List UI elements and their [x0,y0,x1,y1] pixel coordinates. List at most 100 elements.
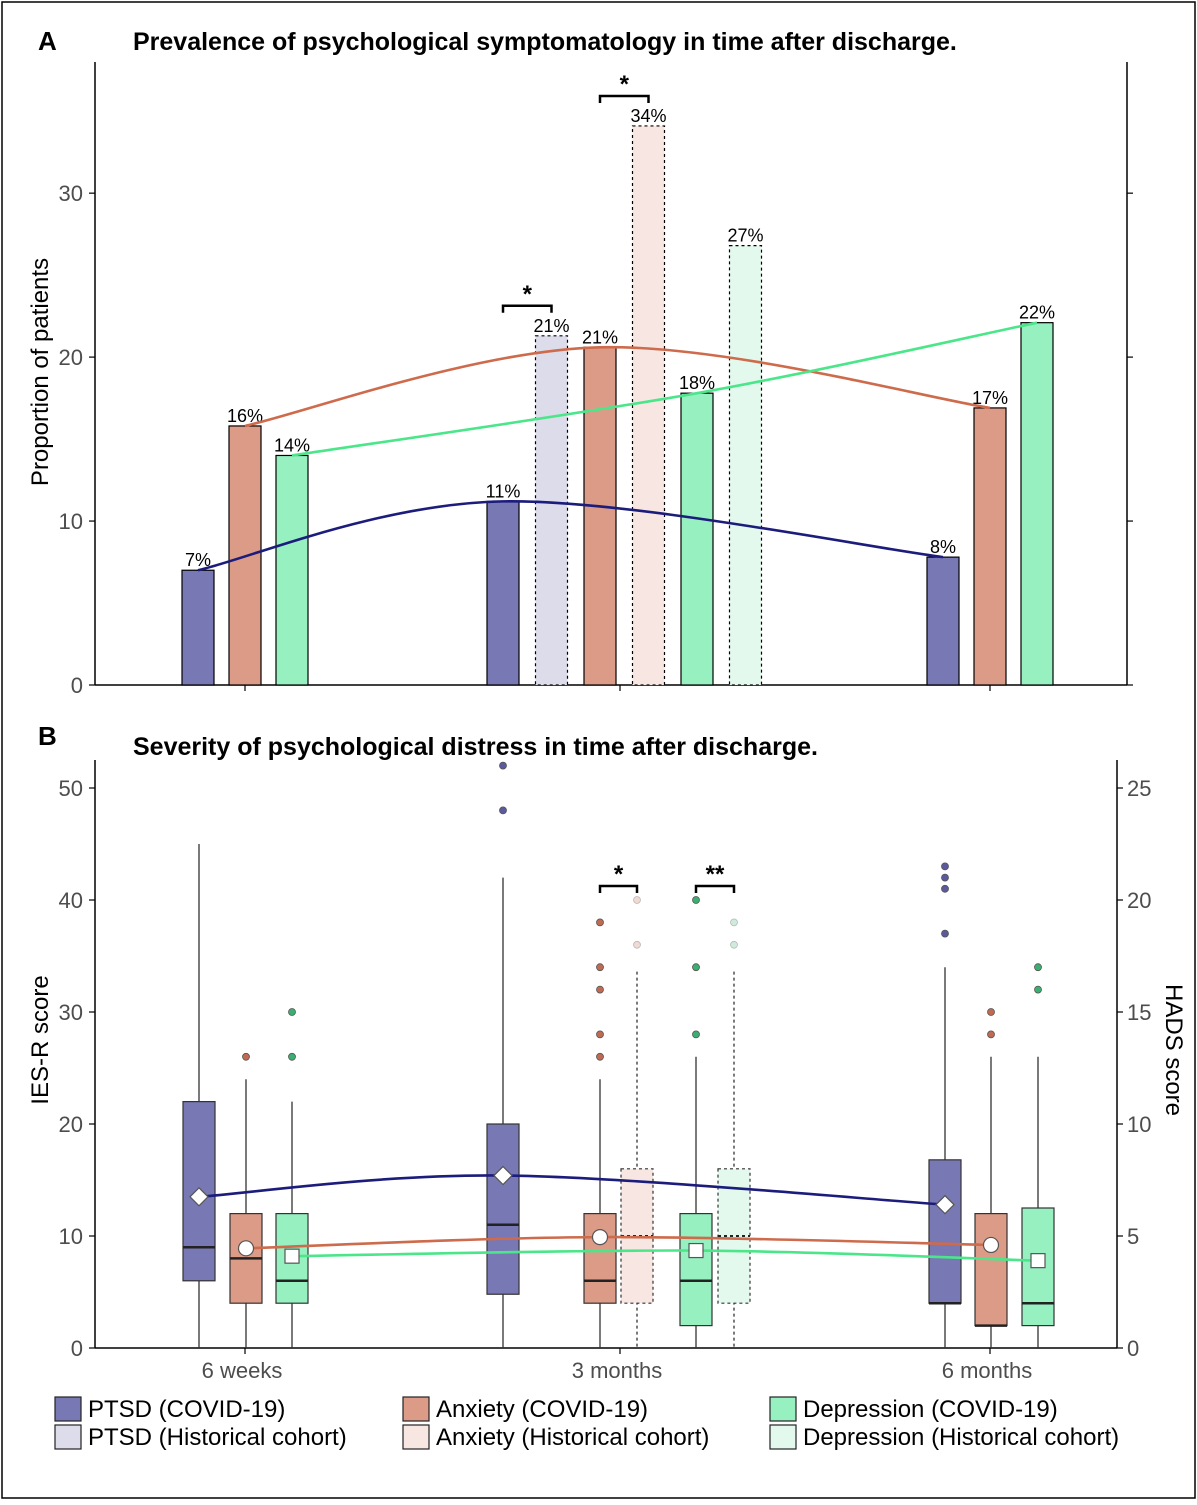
box-outlier [596,985,604,994]
box-outlier [692,1030,700,1039]
box-outlier [288,1052,296,1061]
panel-a-y-tick-label: 30 [59,181,83,206]
legend-swatch-anxiety-hist [402,1424,430,1450]
box-outlier [730,940,738,949]
panel-b-x-tick-label: 3 months [572,1358,663,1383]
legend: PTSD (COVID-19) Anxiety (COVID-19) Depress… [54,1396,1119,1451]
legend-label: Anxiety (COVID-19) [436,1396,648,1423]
box-outlier [288,1008,296,1016]
panel-b-plot: 0 10 20 30 40 50 0 5 10 15 20 25 6 weeks 3 months 6 mo… [59,760,1151,1383]
bar-value-label: 14% [274,435,310,455]
panel-a-y-tick-label: 20 [59,345,83,370]
mean-marker-square [1030,1253,1046,1269]
legend-label: Depression (COVID-19) [803,1396,1058,1423]
box-outlier [1034,963,1042,972]
bar-anxiety-hist-3-months [631,125,666,686]
box-outlier [987,1008,995,1016]
mean-marker-circle [591,1229,609,1246]
legend-swatch-anxiety [402,1396,430,1422]
panel-a-y-tick-label: 10 [59,509,83,534]
box-anxiety-3-months [583,1212,617,1304]
panel-b-x-tick-label: 6 weeks [202,1358,283,1383]
bar-value-label: 22% [1019,303,1055,323]
panel-b-x-tick-label: 6 months [942,1358,1033,1383]
panel-b-title: Severity of psychological distress in ti… [133,733,818,761]
box-outlier [941,884,949,893]
box-outlier [633,896,641,904]
bar-value-label: 7% [185,550,211,570]
trend-line-depression [291,321,1038,457]
panel-b-y-tick-label: 40 [59,888,83,913]
panel-b-y2-tick-label: 10 [1127,1112,1151,1137]
box-outlier [730,918,738,927]
trend-line-anxiety [244,345,991,428]
trend-line-ptsd [197,500,944,572]
box-outlier [941,873,949,882]
mean-marker-square [688,1242,704,1259]
significance-marker: * [614,861,624,888]
mean-marker-diamond [189,1186,209,1207]
box-outlier [596,918,604,927]
bar-depression-6-months [1020,322,1054,686]
box-outlier [596,963,604,972]
mean-marker-circle [237,1240,255,1257]
bar-depression-6-weeks [275,454,309,686]
bar-value-label: 21% [582,327,618,347]
panel-a-y-tick-label: 0 [71,673,83,698]
panel-b-y-tick-label: 50 [59,776,83,801]
panel-b-y2-tick-label: 15 [1127,1000,1151,1025]
bar-ptsd-6-months [926,556,960,686]
legend-label: PTSD (COVID-19) [88,1396,285,1423]
panel-a-y-axis-title: Proportion of patients [27,258,54,486]
significance-bracket [598,884,639,893]
significance-marker: * [523,281,533,308]
box-outlier [941,862,949,871]
box-outlier [692,963,700,972]
panel-b-y-tick-label: 0 [71,1336,83,1361]
bar-ptsd-6-weeks [181,569,215,686]
legend-label: PTSD (Historical cohort) [88,1424,347,1451]
bar-value-label: 27% [727,226,763,246]
panel-b-y2-tick-label: 5 [1127,1224,1139,1249]
mean-marker-square [284,1248,300,1264]
bar-ptsd-3-months [486,500,520,686]
panel-a-plot: 0 10 20 30 7% 16% 14% 11% 21% 21% 34% 18% 27% 8% 17% 22… [59,62,1133,698]
box-ptsd-3-months [486,1123,520,1295]
box-outlier [633,940,641,949]
box-outlier [596,1052,604,1061]
box-ptsd-6-months [928,1159,962,1304]
box-outlier [692,896,700,904]
panel-b-y-tick-label: 20 [59,1112,83,1137]
mean-marker-diamond [493,1165,513,1186]
bar-anxiety-6-months [973,407,1007,686]
panel-b-y2-axis-title: HADS score [1160,984,1187,1116]
legend-label: Depression (Historical cohort) [803,1424,1119,1451]
panel-b-y-axis-title: IES-R score [27,975,54,1104]
significance-bracket [598,94,650,103]
legend-swatch-depression-hist [769,1424,797,1450]
trend-line-ptsd [198,1174,946,1206]
box-outlier [941,929,949,938]
box-outlier [242,1052,250,1061]
bar-value-label: 8% [930,537,956,557]
box-outlier [499,806,507,815]
bar-anxiety-3-months [583,346,617,686]
bar-value-label: 18% [679,373,715,393]
significance-bracket [501,304,553,313]
box-outlier [987,1030,995,1039]
mean-marker-circle [982,1236,1000,1254]
panel-b-y-tick-label: 10 [59,1224,83,1249]
significance-marker: ** [706,861,725,888]
panel-b-y-tick-label: 30 [59,1000,83,1025]
legend-swatch-ptsd-hist [54,1424,82,1450]
legend-swatch-depression [769,1396,797,1422]
significance-bracket [694,884,736,893]
bar-depression-hist-3-months [728,245,763,686]
significance-marker: * [620,71,630,98]
box-outlier [499,761,507,770]
panel-b-y2-tick-label: 25 [1127,776,1151,801]
panel-b-y2-tick-label: 0 [1127,1336,1139,1361]
box-outlier [1034,985,1042,994]
panel-b-letter: B [38,721,57,751]
